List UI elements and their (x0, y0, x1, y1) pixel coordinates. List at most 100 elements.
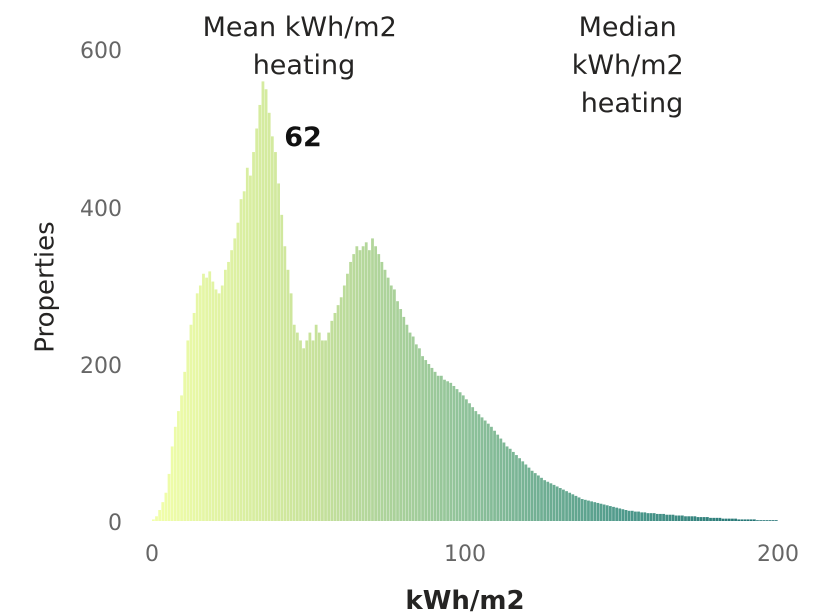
histogram-bar (737, 519, 741, 521)
histogram-bar (292, 324, 296, 521)
histogram-bar (380, 261, 384, 521)
histogram-bar (496, 434, 500, 521)
histogram-bar (608, 506, 612, 521)
median-label-line1: Median (579, 12, 677, 43)
histogram-bar (418, 348, 421, 521)
histogram-bar (255, 128, 259, 521)
histogram-bar (558, 488, 562, 521)
y-tick-400: 400 (80, 197, 122, 222)
histogram-bar (152, 519, 155, 521)
histogram-bar (180, 395, 183, 521)
histogram-bar (349, 261, 352, 521)
histogram-bar (299, 340, 302, 521)
histogram-bar (249, 175, 252, 521)
histogram-bar (352, 254, 356, 521)
histogram-bar (706, 517, 709, 521)
histogram-bar (346, 273, 349, 521)
histogram-bar (189, 324, 193, 521)
histogram-bar (574, 495, 578, 521)
histogram-bar (477, 414, 481, 521)
histogram-bar (211, 281, 215, 521)
histogram-bar (684, 516, 687, 521)
histogram-bar (458, 392, 462, 521)
histogram-bar (217, 293, 221, 521)
histogram-bar (618, 508, 622, 521)
histogram-bar (227, 261, 230, 521)
histogram-bar (283, 246, 287, 521)
histogram-bar (205, 277, 208, 521)
histogram-bar (486, 423, 490, 521)
histogram-bar (433, 371, 437, 521)
histogram-bar (540, 477, 543, 521)
histogram-bar (549, 483, 553, 521)
histogram-bar (280, 214, 284, 521)
histogram-bar (671, 514, 675, 521)
histogram-bar (687, 516, 691, 521)
y-tick-0: 0 (108, 511, 122, 536)
histogram-bars (152, 81, 778, 522)
histogram-bar (405, 324, 409, 521)
histogram-bar (302, 348, 306, 521)
histogram-bar (718, 517, 722, 521)
histogram-bar (411, 336, 415, 521)
histogram-bar (230, 250, 234, 521)
median-label-line2: kWh/m2 (572, 50, 684, 81)
histogram-bar (627, 510, 631, 521)
histogram-bar (693, 516, 697, 521)
histogram-bar (530, 470, 534, 521)
histogram-bar (599, 503, 603, 521)
histogram-bar (377, 254, 381, 521)
histogram-bar (173, 426, 177, 521)
histogram-bar (274, 152, 277, 522)
histogram-bar (358, 250, 362, 521)
histogram-bar (421, 356, 424, 521)
histogram-bar (518, 458, 521, 521)
histogram-bar (665, 514, 669, 521)
histogram-bar (317, 332, 321, 521)
histogram-bar (471, 407, 475, 521)
histogram-bar (624, 510, 628, 521)
histogram-bar (264, 89, 268, 521)
histogram-bar (446, 381, 449, 521)
histogram-bar (424, 360, 428, 521)
histogram-bar (762, 520, 766, 521)
histogram-bar (305, 340, 309, 521)
histogram-bar (436, 375, 440, 521)
histogram-bar (242, 191, 246, 522)
histogram-bar (374, 246, 378, 521)
histogram-bar (521, 461, 525, 521)
histogram-bar (324, 340, 327, 521)
histogram-bar (308, 332, 312, 521)
histogram-bar (583, 499, 587, 521)
histogram-bar (721, 518, 725, 521)
histogram-bar (295, 332, 299, 521)
histogram-bar (727, 518, 731, 521)
histogram-bar (615, 507, 619, 521)
histogram-bar (252, 152, 255, 522)
histogram-bar (731, 518, 734, 521)
histogram-bar (543, 480, 547, 521)
x-tick-0: 0 (145, 542, 159, 567)
mean-value: 62 (284, 122, 322, 153)
histogram-bar (177, 411, 180, 521)
histogram-bar (449, 382, 453, 521)
histogram-bar (430, 367, 434, 521)
histogram-bar (740, 519, 744, 521)
histogram-bar (186, 340, 190, 521)
histogram-bar (612, 506, 615, 521)
histogram-bar (533, 473, 537, 521)
median-label: Median kWh/m2 heating (572, 12, 693, 119)
histogram-bar (386, 277, 390, 521)
histogram-bar (668, 514, 672, 521)
histogram-bar (662, 513, 665, 521)
histogram-bar (261, 81, 265, 522)
histogram-bar (427, 364, 431, 521)
histogram-bar (649, 513, 653, 521)
histogram-bar (414, 344, 418, 522)
histogram-bar (505, 446, 509, 521)
histogram-bar (756, 520, 759, 521)
x-tick-100: 100 (444, 542, 486, 567)
histogram-bar (749, 519, 753, 521)
histogram-bar (680, 515, 684, 521)
histogram-bar (765, 520, 769, 521)
